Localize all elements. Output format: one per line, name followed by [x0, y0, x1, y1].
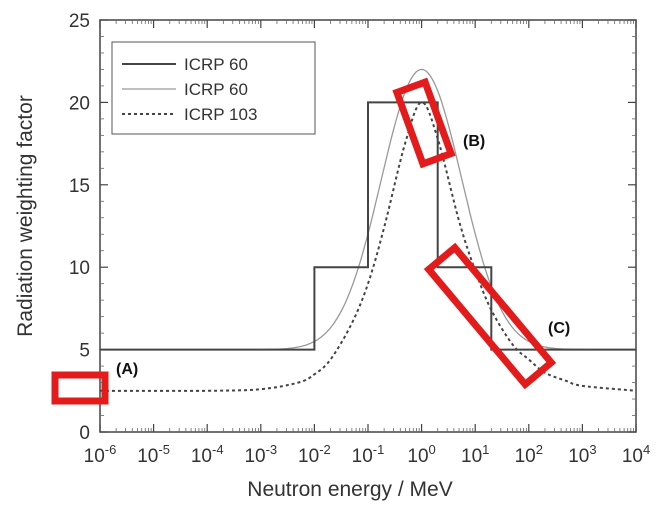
y-tick-label: 0 [79, 423, 90, 444]
y-tick-label: 25 [69, 11, 90, 32]
y-tick-label: 10 [69, 258, 90, 279]
axis-ticks: 10-6 10-5 10-4 10-3 10-2 10-1 100 101 102 103 104 0… [69, 11, 650, 467]
annotation-box [392, 77, 456, 169]
series-line-2 [99, 101, 637, 392]
x-tick-label: 100 [407, 442, 435, 467]
x-tick-label: 10-4 [191, 442, 224, 467]
x-tick-label: 10-2 [298, 442, 331, 467]
legend-label: ICRP 60 [184, 80, 248, 99]
annotation-label: (A) [116, 361, 138, 378]
x-tick-label: 104 [622, 442, 650, 467]
x-tick-label: 103 [568, 442, 596, 467]
legend-box [111, 41, 316, 135]
legend-label: ICRP 60 [184, 55, 248, 74]
annotation-box [423, 242, 557, 390]
y-tick-label: 15 [69, 176, 90, 197]
annotations: (A) (B) (C) [51, 77, 570, 405]
x-tick-label: 101 [461, 442, 489, 467]
annotation-label: (C) [548, 320, 570, 337]
x-tick-label: 10-6 [84, 442, 117, 467]
series-line-0 [100, 101, 636, 351]
legend: ICRP 60 ICRP 60 ICRP 103 [111, 41, 316, 135]
annotation-box [51, 371, 109, 405]
x-tick-label: 10-5 [137, 442, 170, 467]
y-axis-title: Radiation weighting factor [14, 95, 37, 337]
legend-label: ICRP 103 [184, 105, 257, 124]
x-tick-label: 10-3 [244, 442, 277, 467]
x-tick-label: 102 [515, 442, 543, 467]
annotation-label: (B) [463, 133, 485, 150]
y-tick-label: 20 [69, 93, 90, 114]
x-axis-title: Neutron energy / MeV [247, 478, 452, 501]
y-tick-label: 5 [79, 341, 90, 362]
x-tick-label: 10-1 [352, 442, 385, 467]
